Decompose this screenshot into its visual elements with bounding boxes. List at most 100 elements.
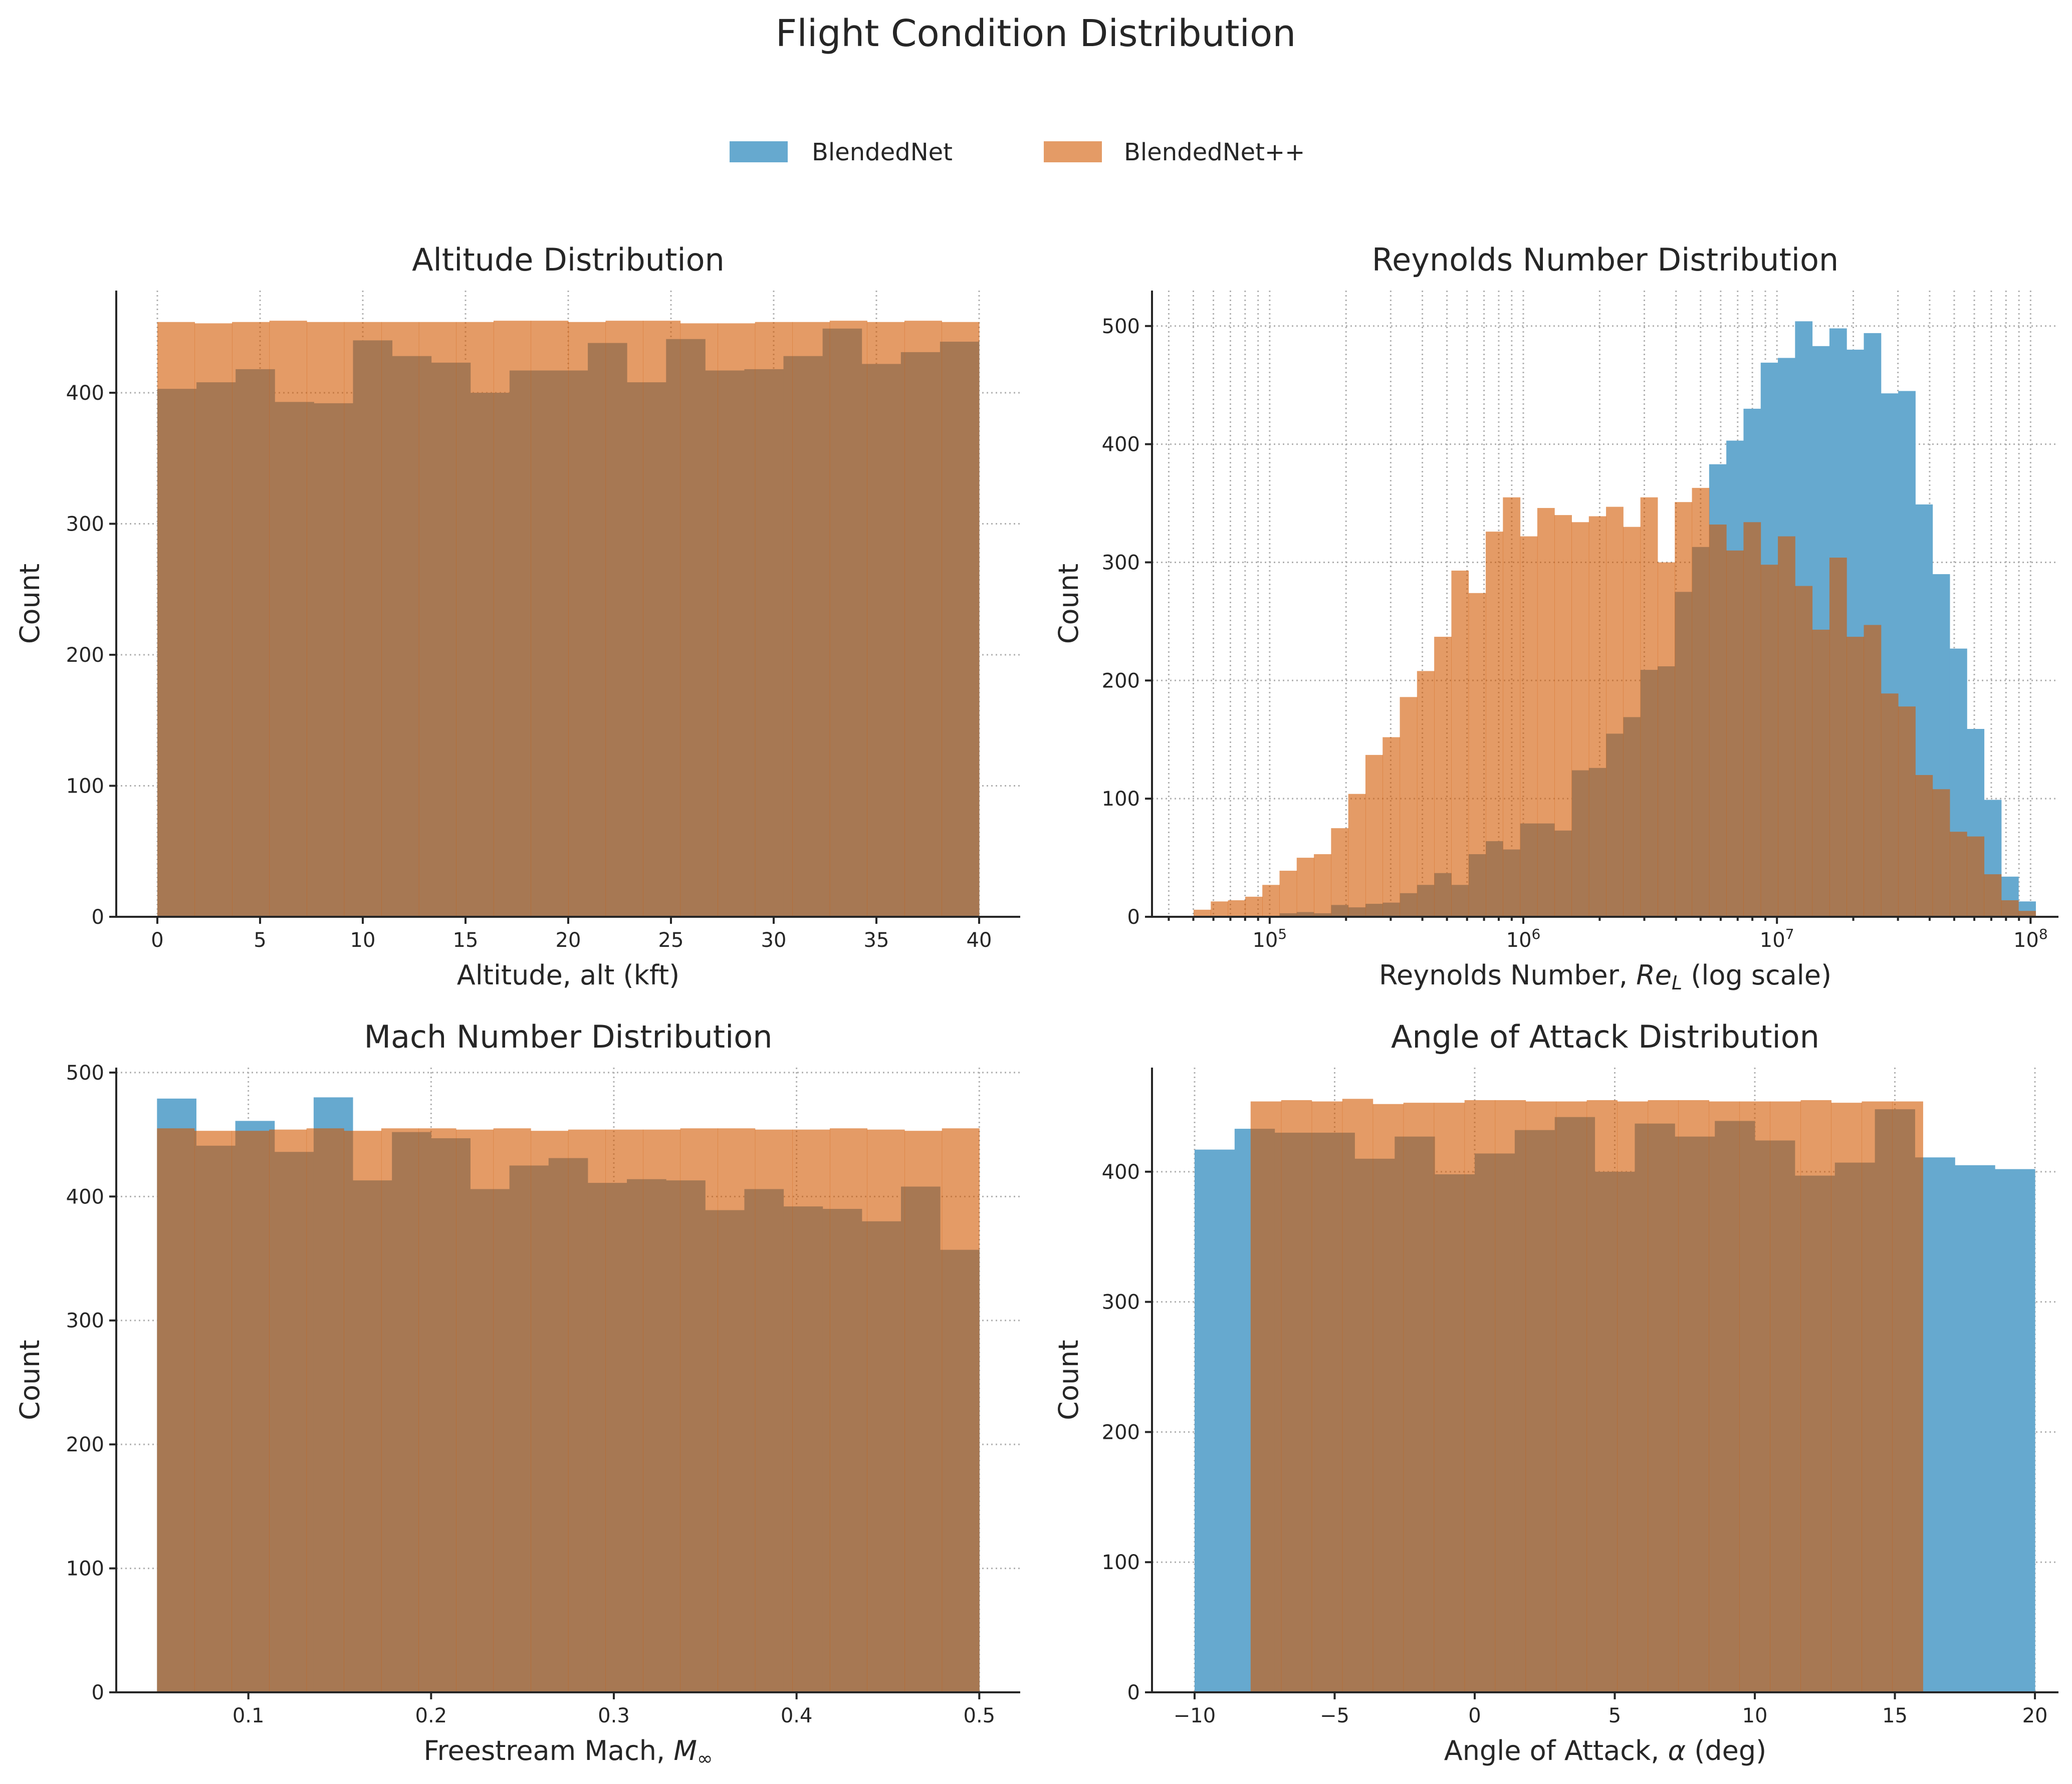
- histogram-bar: [829, 321, 867, 917]
- histogram-bar: [1770, 1101, 1801, 1692]
- histogram-bar: [2018, 911, 2036, 917]
- histogram-bar: [1932, 789, 1950, 917]
- histogram-bar: [1365, 754, 1383, 917]
- histogram-bar: [1955, 1165, 1995, 1692]
- histogram-bar: [269, 1129, 307, 1692]
- x-tick-label: 108: [2013, 926, 2048, 952]
- y-tick-label: 100: [66, 775, 104, 798]
- histogram-bar: [1194, 909, 1211, 917]
- histogram-bar: [1892, 1101, 1923, 1692]
- x-tick-label: 25: [658, 929, 684, 952]
- x-tick-label: −5: [1320, 1704, 1349, 1727]
- histogram-bar: [194, 323, 233, 917]
- histogram-bar: [1967, 836, 1985, 917]
- histogram-bar: [1949, 832, 1967, 917]
- histogram-bar: [1451, 570, 1469, 917]
- histogram-bar: [1434, 1103, 1465, 1692]
- histogram-bar: [418, 322, 456, 917]
- histogram-bar: [493, 1128, 531, 1692]
- legend: BlendedNet BlendedNet++: [730, 138, 1305, 166]
- x-tick-label: 105: [1252, 926, 1287, 952]
- histogram-bar: [1403, 1103, 1435, 1692]
- panel-title: Angle of Attack Distribution: [1391, 1018, 1819, 1055]
- legend-swatch-blendednet-plus: [1044, 141, 1102, 162]
- histogram-bar: [680, 1128, 718, 1692]
- histogram-bar: [1864, 625, 1882, 917]
- histogram-bar: [1623, 527, 1641, 917]
- histogram-bar: [1588, 516, 1606, 917]
- histogram-bar: [1571, 522, 1589, 917]
- histogram-bar: [1525, 1101, 1557, 1692]
- figure-title: Flight Condition Distribution: [776, 12, 1296, 55]
- histogram-bar: [1606, 506, 1624, 917]
- histogram-bar: [418, 1128, 456, 1692]
- x-axis-label: Freestream Mach, M∞: [423, 1735, 713, 1769]
- x-tick-label: 107: [1760, 926, 1794, 952]
- histogram-bar: [1800, 1100, 1831, 1692]
- histogram-bar: [1657, 562, 1675, 917]
- histogram-bar: [1898, 706, 1916, 917]
- legend-label-blendednet-plus: BlendedNet++: [1124, 138, 1305, 166]
- y-tick-label: 300: [1102, 551, 1140, 574]
- histogram-bar: [1520, 536, 1538, 917]
- histogram-bar: [1468, 593, 1486, 917]
- y-axis-label: Count: [1053, 564, 1084, 644]
- x-tick-label: 10: [1742, 1704, 1768, 1727]
- histogram-bar: [232, 322, 270, 917]
- legend-swatch-blendednet: [730, 141, 788, 162]
- histogram-bar: [307, 322, 345, 917]
- histogram-bar: [1692, 487, 1710, 917]
- histogram-bar: [1995, 1169, 2035, 1692]
- histogram-bar: [1675, 502, 1693, 917]
- y-tick-label: 0: [1127, 1681, 1140, 1704]
- x-tick-label: 20: [2022, 1704, 2048, 1727]
- histogram-bar: [605, 1129, 643, 1692]
- histogram-bar: [381, 1128, 419, 1692]
- y-tick-label: 0: [92, 1681, 104, 1704]
- histogram-bar: [1434, 637, 1452, 917]
- histogram-bar: [1984, 874, 2002, 917]
- y-tick-label: 200: [1102, 1421, 1140, 1444]
- series-blendednet-plus: [1194, 487, 2036, 917]
- histogram-bar: [1400, 697, 1418, 917]
- histogram-bar: [456, 322, 494, 917]
- histogram-bar: [531, 1131, 569, 1692]
- histogram-bar: [568, 1129, 606, 1692]
- histogram-bar: [1262, 885, 1280, 917]
- histogram-bar: [1296, 858, 1314, 917]
- histogram-bar: [643, 321, 681, 917]
- y-axis-label: Count: [14, 564, 46, 644]
- histogram-bar: [1829, 558, 1847, 917]
- histogram-bar: [867, 322, 905, 917]
- histogram-bar: [1228, 900, 1246, 917]
- x-tick-label: 0: [151, 929, 163, 952]
- histogram-bar: [755, 322, 793, 917]
- histogram-bar: [1331, 828, 1349, 917]
- histogram-bar: [1314, 854, 1331, 917]
- x-tick-label: 15: [1882, 1704, 1908, 1727]
- histogram-bar: [1250, 1101, 1282, 1692]
- y-axis-label: Count: [14, 1340, 46, 1420]
- histogram-bar: [867, 1129, 905, 1692]
- histogram-bar: [1194, 1149, 1235, 1692]
- x-axis-label: Angle of Attack, α (deg): [1444, 1735, 1766, 1766]
- histogram-bar: [642, 1129, 681, 1692]
- y-tick-label: 0: [1127, 906, 1140, 929]
- histogram-bar: [680, 323, 718, 917]
- histogram-bar: [1812, 629, 1830, 917]
- histogram-bar: [1372, 1104, 1404, 1692]
- x-tick-label: 40: [967, 929, 992, 952]
- x-tick-label: 0.5: [964, 1704, 996, 1727]
- histogram-bar: [344, 322, 382, 917]
- x-tick-label: 0: [1468, 1704, 1481, 1727]
- x-tick-label: −10: [1174, 1704, 1216, 1727]
- x-tick-label: 106: [1506, 926, 1541, 952]
- histogram-bar: [1709, 1101, 1740, 1692]
- histogram-bar: [1417, 671, 1435, 917]
- y-tick-label: 300: [66, 513, 104, 536]
- histogram-bar: [1245, 896, 1263, 917]
- histogram-bar: [1311, 1101, 1343, 1692]
- series-blendednet-plus: [157, 1128, 980, 1692]
- x-tick-label: 5: [1608, 1704, 1621, 1727]
